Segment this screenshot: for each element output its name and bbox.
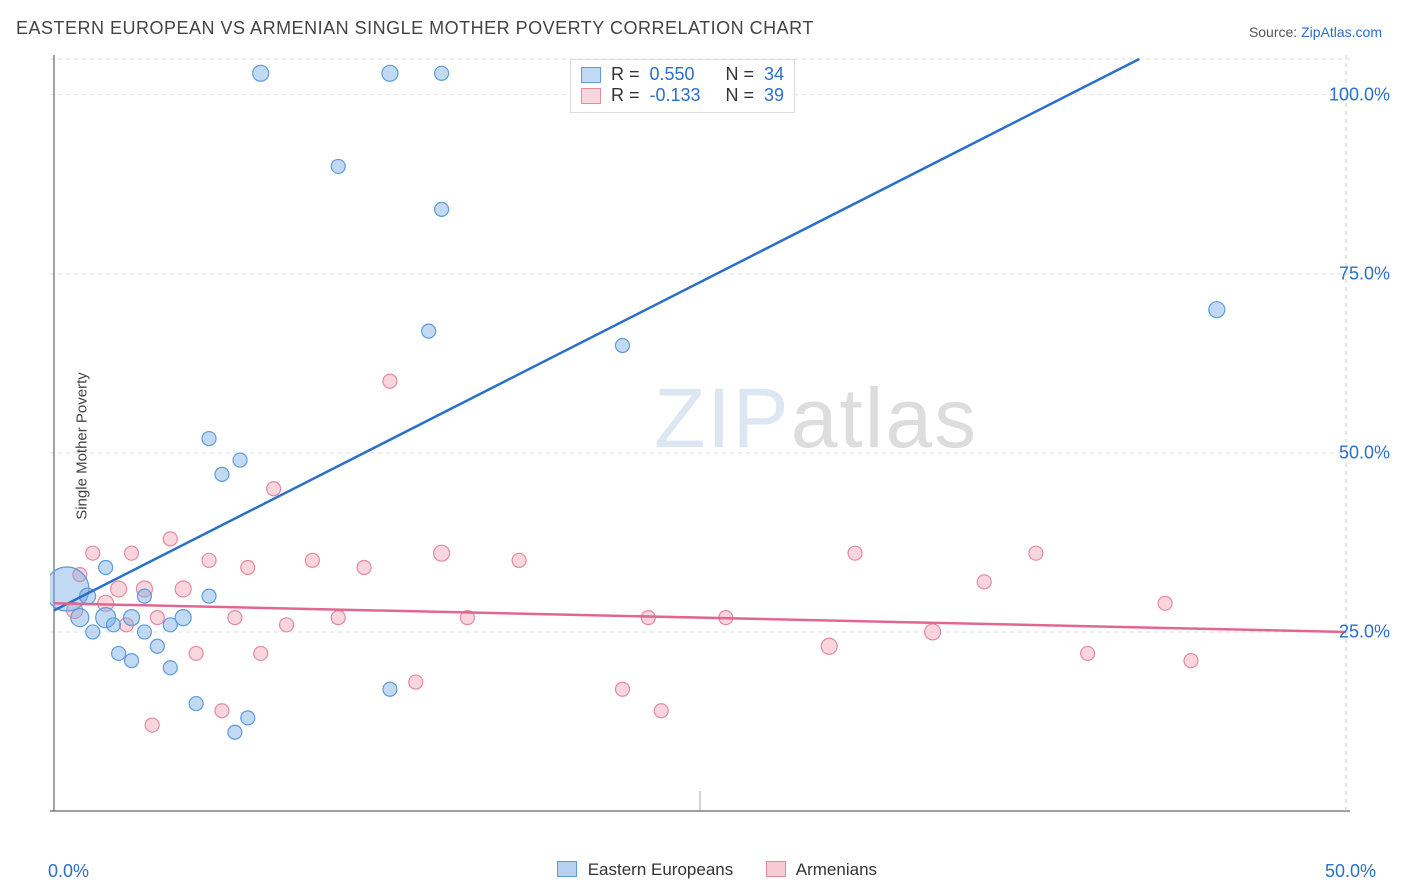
- plot-area: ZIPatlas R = 0.550 N = 34 R = -0.133 N =…: [50, 55, 1350, 815]
- y-tick-label: 50.0%: [1339, 442, 1390, 463]
- corr-r-label: R =: [611, 85, 640, 106]
- corr-n-value-eastern_europeans: 34: [764, 64, 784, 85]
- corr-r-value-eastern_europeans: 0.550: [650, 64, 716, 85]
- y-tick-label: 25.0%: [1339, 621, 1390, 642]
- correlation-legend: R = 0.550 N = 34 R = -0.133 N = 39: [570, 59, 795, 113]
- y-tick-label: 100.0%: [1329, 84, 1390, 105]
- legend-label-armenians: Armenians: [796, 860, 877, 879]
- source-prefix: Source:: [1249, 24, 1301, 40]
- legend-swatch-armenians: [766, 861, 786, 877]
- scatter-chart: [50, 55, 1350, 815]
- legend-label-eastern-europeans: Eastern Europeans: [588, 860, 734, 879]
- corr-n-label: N =: [726, 64, 755, 85]
- corr-row-armenians: R = -0.133 N = 39: [581, 85, 784, 106]
- source-link[interactable]: ZipAtlas.com: [1301, 24, 1382, 40]
- corr-n-label: N =: [726, 85, 755, 106]
- corr-n-value-armenians: 39: [764, 85, 784, 106]
- corr-r-value-armenians: -0.133: [650, 85, 716, 106]
- corr-swatch-eastern_europeans: [581, 67, 601, 83]
- y-tick-label: 75.0%: [1339, 263, 1390, 284]
- series-legend: Eastern Europeans Armenians: [0, 860, 1406, 880]
- corr-row-eastern_europeans: R = 0.550 N = 34: [581, 64, 784, 85]
- corr-swatch-armenians: [581, 88, 601, 104]
- source-attribution: Source: ZipAtlas.com: [1249, 24, 1382, 40]
- corr-r-label: R =: [611, 64, 640, 85]
- legend-swatch-eastern-europeans: [557, 861, 577, 877]
- chart-title: EASTERN EUROPEAN VS ARMENIAN SINGLE MOTH…: [16, 18, 814, 39]
